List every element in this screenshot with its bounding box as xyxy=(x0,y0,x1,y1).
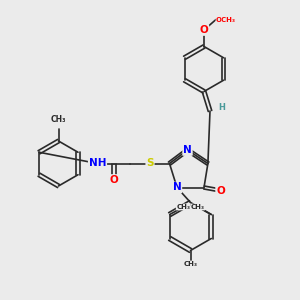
Text: O: O xyxy=(216,185,225,196)
Text: O: O xyxy=(200,25,208,35)
Text: CH₃: CH₃ xyxy=(184,261,197,267)
Text: O: O xyxy=(110,175,118,185)
Text: CH₃: CH₃ xyxy=(51,116,66,124)
Text: CH₃: CH₃ xyxy=(191,204,205,210)
Text: H: H xyxy=(219,103,225,112)
Text: N: N xyxy=(172,182,182,193)
Text: S: S xyxy=(146,158,154,169)
Text: NH: NH xyxy=(89,158,106,169)
Text: OCH₃: OCH₃ xyxy=(216,16,236,22)
Text: N: N xyxy=(183,145,192,155)
Text: CH₃: CH₃ xyxy=(176,204,190,210)
